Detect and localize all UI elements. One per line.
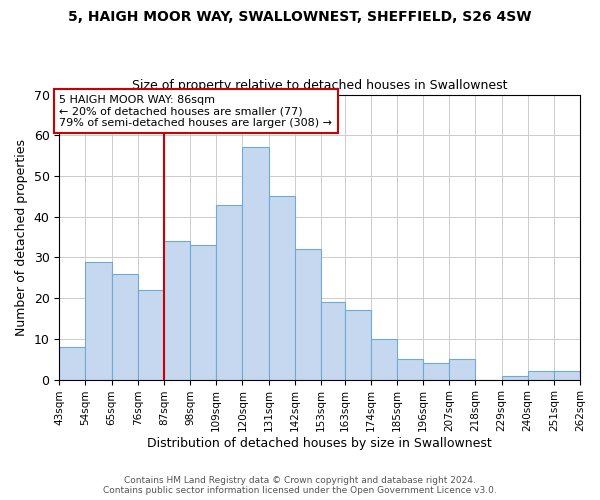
- Bar: [190, 245, 216, 380]
- Text: 5, HAIGH MOOR WAY, SWALLOWNEST, SHEFFIELD, S26 4SW: 5, HAIGH MOOR WAY, SWALLOWNEST, SHEFFIEL…: [68, 10, 532, 24]
- Bar: [164, 241, 190, 380]
- Bar: [295, 250, 321, 380]
- Bar: [321, 302, 344, 380]
- Bar: [502, 376, 527, 380]
- X-axis label: Distribution of detached houses by size in Swallownest: Distribution of detached houses by size …: [147, 437, 492, 450]
- Bar: [216, 204, 242, 380]
- Y-axis label: Number of detached properties: Number of detached properties: [15, 138, 28, 336]
- Text: 5 HAIGH MOOR WAY: 86sqm
← 20% of detached houses are smaller (77)
79% of semi-de: 5 HAIGH MOOR WAY: 86sqm ← 20% of detache…: [59, 94, 332, 128]
- Bar: [423, 364, 449, 380]
- Bar: [138, 290, 164, 380]
- Bar: [397, 359, 423, 380]
- Bar: [449, 359, 475, 380]
- Bar: [527, 372, 554, 380]
- Bar: [344, 310, 371, 380]
- Title: Size of property relative to detached houses in Swallownest: Size of property relative to detached ho…: [132, 79, 508, 92]
- Bar: [85, 262, 112, 380]
- Bar: [371, 339, 397, 380]
- Bar: [112, 274, 138, 380]
- Bar: [554, 372, 580, 380]
- Bar: [242, 148, 269, 380]
- Bar: [269, 196, 295, 380]
- Bar: [59, 347, 85, 380]
- Text: Contains HM Land Registry data © Crown copyright and database right 2024.
Contai: Contains HM Land Registry data © Crown c…: [103, 476, 497, 495]
